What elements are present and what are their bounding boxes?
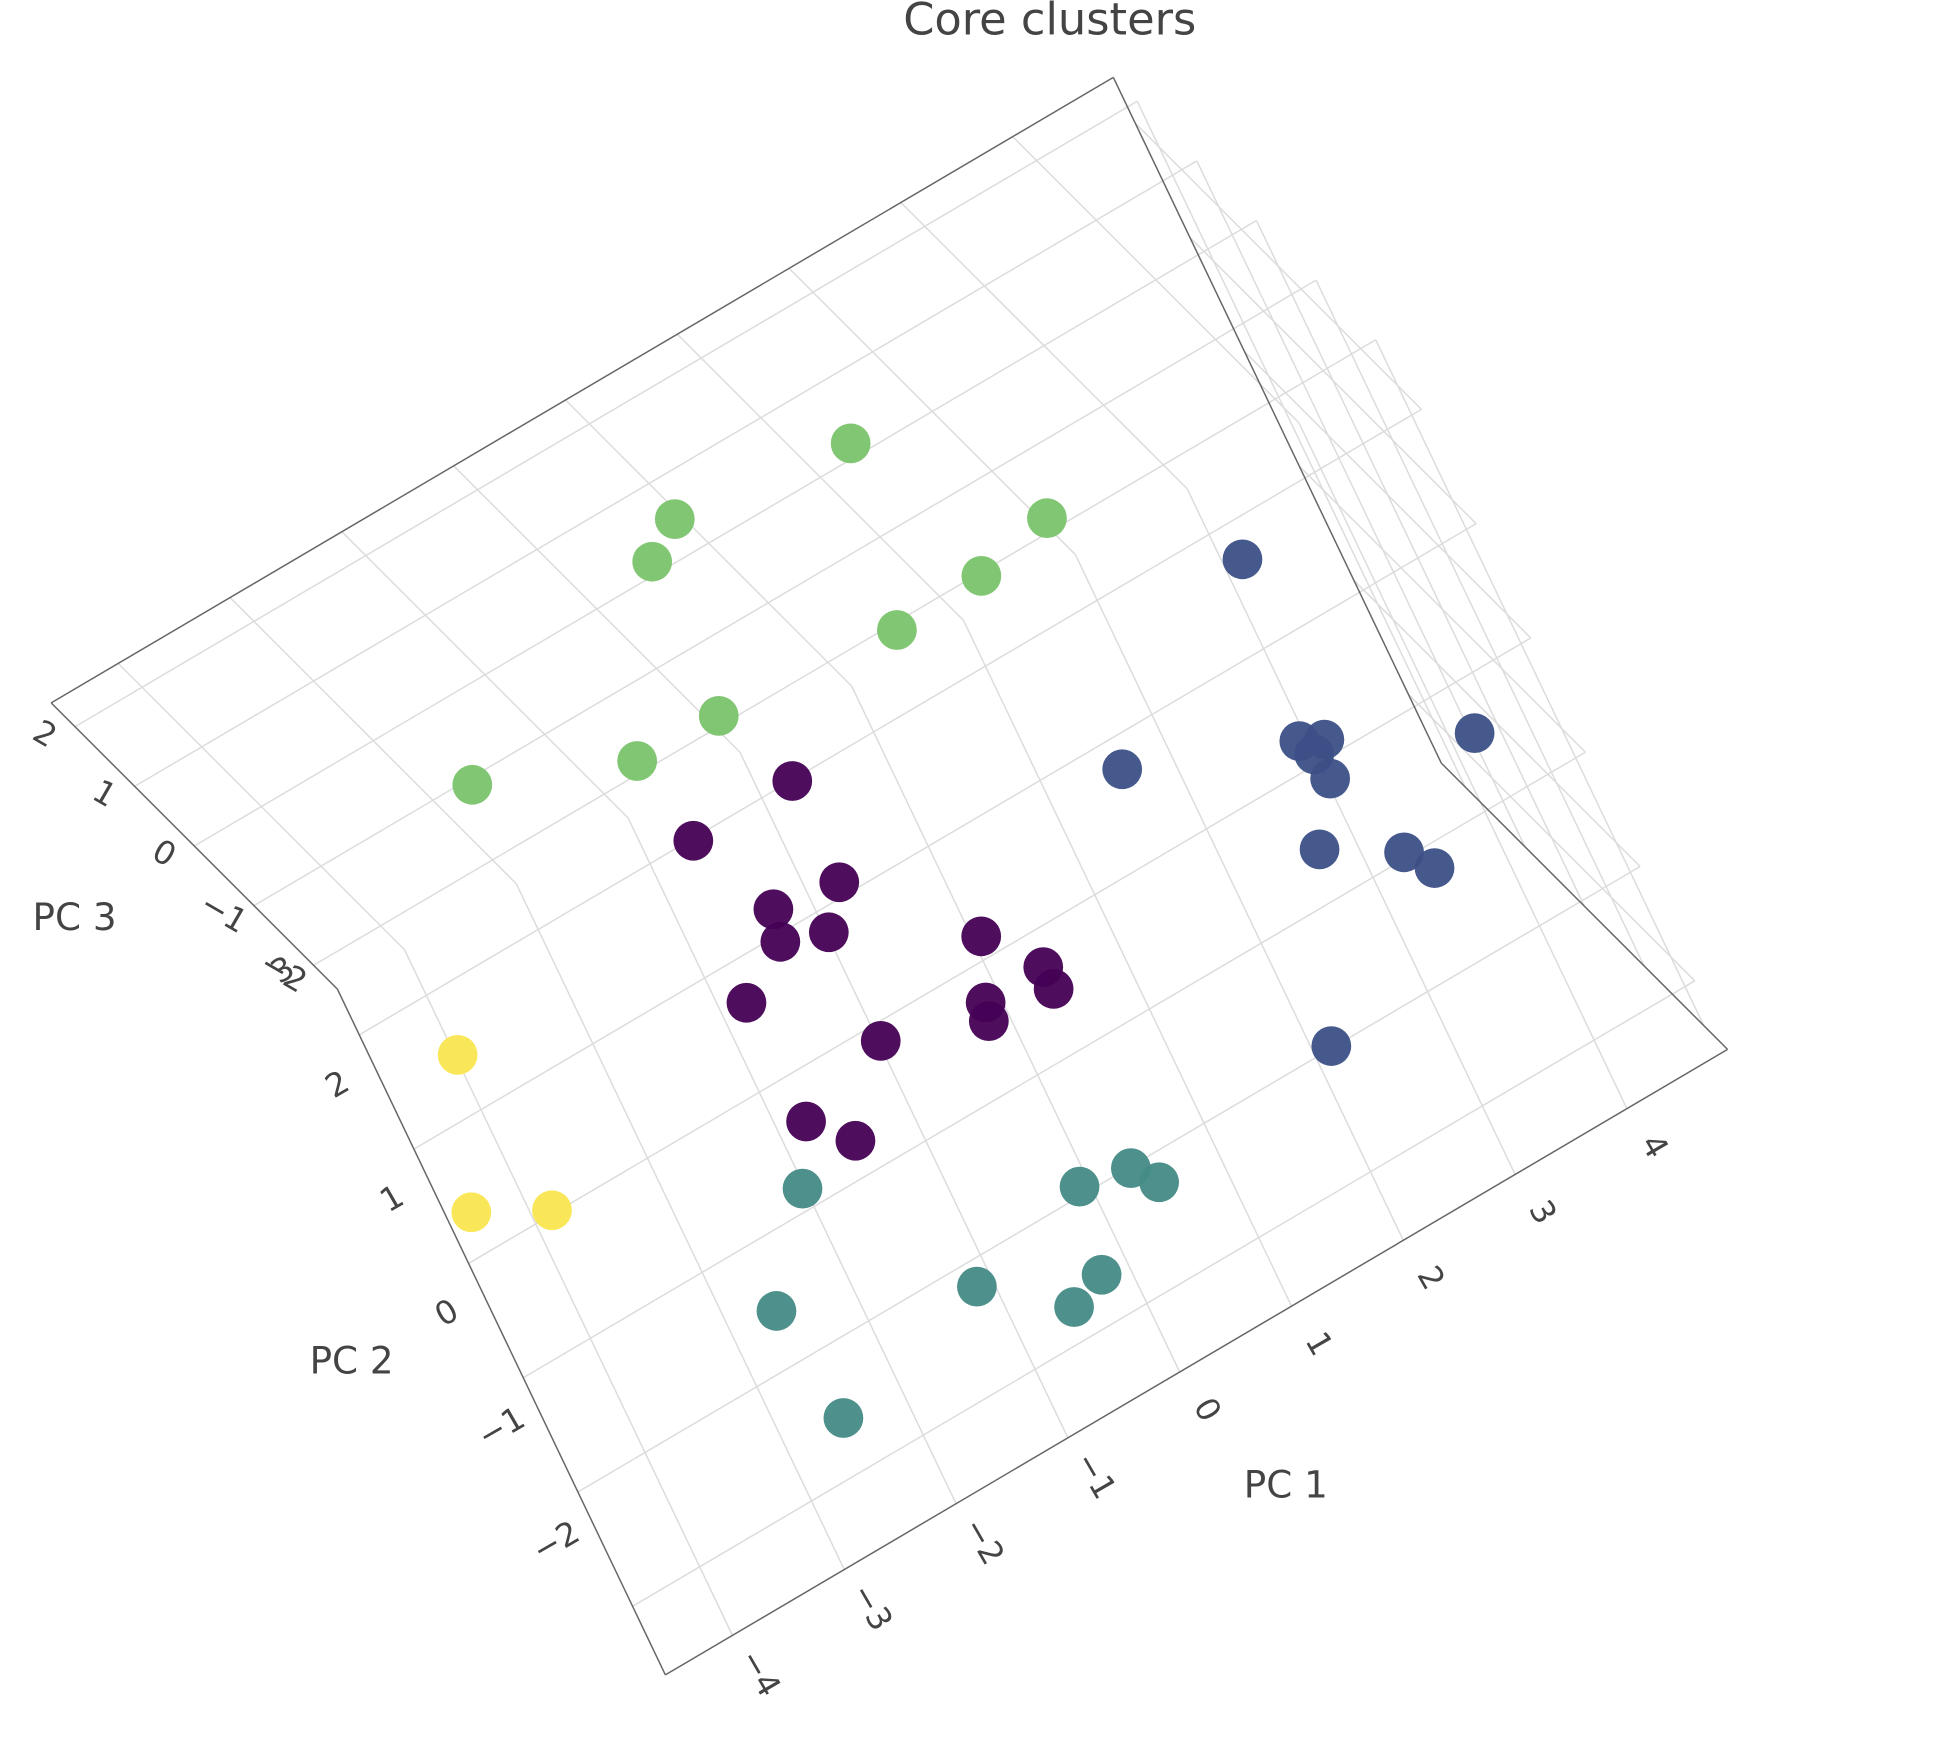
grid-line [1074, 554, 1404, 1241]
point [823, 1398, 864, 1438]
x-tick-label: 0 [1186, 1391, 1229, 1428]
grid-line [962, 620, 1293, 1307]
point [1414, 848, 1455, 888]
grid-line [413, 522, 1477, 1150]
point [532, 1190, 572, 1231]
point [1102, 749, 1143, 790]
z-tick-label: −1 [194, 884, 254, 941]
point [1059, 1166, 1100, 1207]
grid-line [1298, 422, 1628, 1109]
point [819, 862, 860, 903]
point [1311, 1026, 1352, 1066]
grid-line [253, 279, 1317, 907]
point [961, 555, 1002, 596]
grid-line [74, 100, 1138, 728]
point [726, 982, 767, 1023]
point [654, 499, 695, 539]
grid-line [739, 751, 1069, 1439]
point [1033, 969, 1074, 1009]
point [835, 1120, 876, 1161]
point [617, 741, 658, 781]
grid-line [358, 408, 1422, 1036]
point [1384, 832, 1424, 873]
point [782, 1168, 823, 1209]
axis-line [1440, 762, 1729, 1050]
point [753, 889, 794, 930]
x-tick-label: 1 [1298, 1325, 1341, 1362]
point [1310, 758, 1351, 799]
grid-line [577, 865, 1641, 1493]
y-tick-label: −2 [526, 1513, 586, 1570]
point [1139, 1162, 1179, 1203]
point [968, 1001, 1009, 1042]
point [961, 916, 1002, 957]
point [1222, 539, 1263, 580]
y-axis-title: PC 2 [310, 1338, 394, 1382]
axis-line [50, 76, 1114, 704]
point [1027, 498, 1067, 539]
grid-line [134, 160, 1198, 788]
point [437, 1034, 478, 1075]
y-tick-label: −1 [471, 1399, 531, 1456]
grid-line [313, 339, 1377, 966]
x-axis-title: PC 1 [1244, 1463, 1328, 1507]
point [772, 761, 813, 801]
grid-line [468, 637, 1532, 1265]
grid-line [515, 883, 845, 1570]
grid-line [1375, 339, 1705, 1026]
point [760, 921, 801, 962]
point [786, 1101, 826, 1142]
x-tick-label: 4 [1633, 1128, 1676, 1165]
axis-line [665, 1048, 1728, 1676]
x-tick-label: −2 [956, 1511, 1013, 1571]
grid-line [1255, 220, 1586, 907]
y-tick-label: 0 [428, 1291, 465, 1334]
point [1054, 1287, 1094, 1327]
point [1299, 829, 1340, 870]
point [1454, 713, 1495, 754]
point [756, 1291, 797, 1331]
grid-line [1315, 279, 1645, 967]
z-tick-label: 0 [146, 831, 183, 874]
point [860, 1021, 901, 1061]
point [877, 610, 917, 650]
z-tick-label: 1 [86, 772, 123, 815]
grid-line [627, 817, 957, 1505]
chart-title: Core clusters [903, 0, 1196, 45]
x-tick-label: −3 [844, 1577, 901, 1637]
x-tick-label: 2 [1410, 1259, 1453, 1296]
x-tick-label: 3 [1521, 1194, 1564, 1231]
point [698, 695, 739, 736]
point [451, 1192, 492, 1233]
point [452, 764, 493, 805]
axis-line [336, 988, 667, 1676]
z-tick-label: 2 [27, 712, 64, 755]
y-tick-label: 1 [373, 1177, 410, 1220]
grid-line [1136, 100, 1466, 788]
point [1081, 1254, 1122, 1295]
y-tick-label: 2 [319, 1062, 356, 1105]
grid-line [193, 219, 1257, 847]
z-tick-label: −2 [253, 944, 313, 1001]
grid-line [1186, 488, 1516, 1175]
point [808, 912, 849, 953]
x-tick-label: −4 [732, 1643, 789, 1703]
z-axis-title: PC 3 [33, 895, 117, 939]
point [632, 541, 673, 582]
x-tick-label: −1 [1067, 1445, 1124, 1505]
grid-line [632, 980, 1696, 1607]
grid-line [851, 685, 1181, 1373]
point [957, 1266, 997, 1307]
point [830, 423, 871, 464]
point [673, 820, 714, 861]
axis-line [50, 702, 338, 990]
axis-line [1112, 77, 1442, 764]
